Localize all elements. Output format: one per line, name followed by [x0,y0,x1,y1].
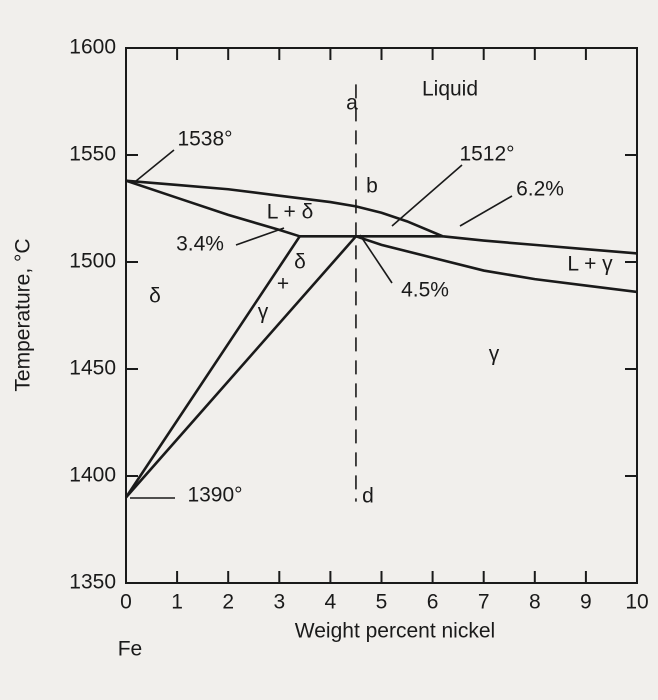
phase-boundary [125,179,301,238]
x-tick-label: 3 [273,591,285,614]
x-tick-label: 8 [529,591,541,614]
x-tick-label: 2 [222,591,234,614]
annotation: 1538° [177,128,232,151]
annotation: 4.5% [401,279,449,302]
annotation: Liquid [422,78,478,101]
x-tick-label: 7 [478,591,490,614]
x-tick-label: 0 [120,591,132,614]
annotation: a [346,92,358,115]
leader [391,164,463,227]
y-tick-label: 1600 [69,36,116,59]
leaders [130,149,513,499]
leader [459,195,513,227]
x-axis-label: Weight percent nickel [295,620,495,643]
origin-label: Fe [118,638,143,661]
phase-boundary [125,235,357,499]
annotation: 6.2% [516,178,564,201]
y-tick-label: 1450 [69,357,116,380]
phase-boundary [125,179,638,255]
y-tick-label: 1500 [69,250,116,273]
leader [135,149,175,182]
annotation: 3.4% [176,233,224,256]
phase-boundary [355,235,638,294]
annotation: + [277,273,289,296]
leader [359,234,393,284]
x-tick-label: 10 [625,591,648,614]
annotation: 1390° [187,484,242,507]
x-tick-label: 6 [427,591,439,614]
annotation: γ [489,343,500,366]
y-axis-label: Temperature, °C [12,238,35,391]
x-tick-label: 5 [376,591,388,614]
annotation: L + γ [567,253,613,276]
annotation: d [362,485,374,508]
annotation: b [366,175,378,198]
phase-boundary [124,235,301,499]
annotation: δ [149,285,161,308]
leader [235,227,285,246]
y-tick-label: 1550 [69,143,116,166]
y-tick-label: 1400 [69,464,116,487]
x-tick-label: 9 [580,591,592,614]
annotation: δ [294,251,306,274]
annotation: 1512° [459,143,514,166]
annotation: γ [258,301,269,324]
annotation: L + δ [267,201,314,224]
x-tick-label: 1 [171,591,183,614]
x-tick-label: 4 [325,591,337,614]
y-tick-label: 1350 [69,571,116,594]
